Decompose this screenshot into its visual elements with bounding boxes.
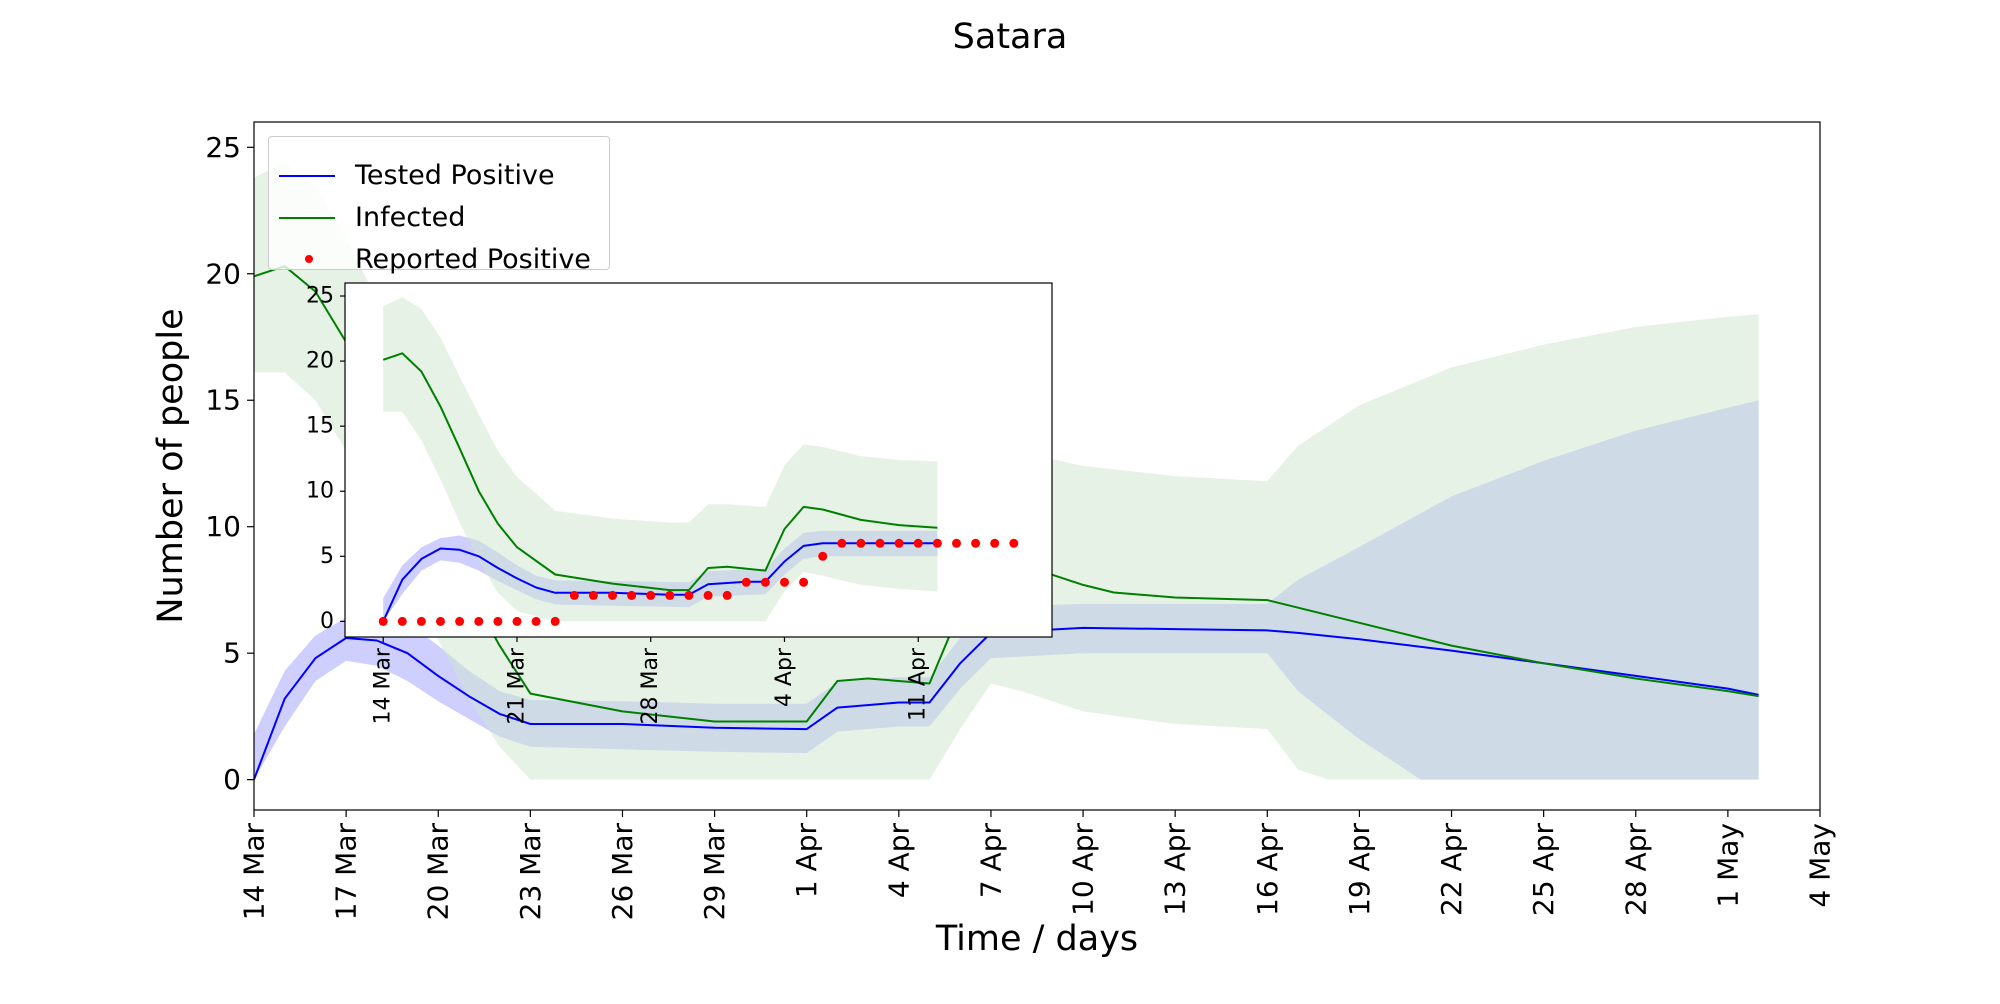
- legend-swatch-line: [279, 155, 335, 195]
- inset-point-reported-positive: [722, 590, 732, 600]
- legend-line-infected: [279, 217, 335, 219]
- inset-point-reported-positive: [397, 616, 407, 626]
- inset-axes-frame: [344, 282, 1053, 638]
- inset-point-reported-positive: [646, 590, 656, 600]
- main-x-tick-label: 20 Mar: [422, 823, 455, 921]
- inset-point-reported-positive: [684, 590, 694, 600]
- inset-plot-group: 0 5 10 15 20 25 14 Mar 21 Mar 28 Mar 4 Apr 11 Apr: [306, 282, 1053, 725]
- inset-point-reported-positive: [493, 616, 503, 626]
- inset-point-reported-positive: [588, 590, 598, 600]
- inset-x-tick-label: 11 Apr: [906, 647, 931, 721]
- main-x-tick-label: 16 Apr: [1251, 823, 1284, 916]
- inset-x-tick-label: 28 Mar: [638, 647, 663, 724]
- main-y-tick-label: 0: [223, 763, 241, 796]
- main-x-tick-label: 29 Mar: [698, 823, 731, 921]
- inset-y-tick-label: 25: [306, 284, 334, 309]
- main-x-tick-label: 4 Apr: [882, 823, 915, 899]
- legend-label: Reported Positive: [355, 243, 591, 275]
- inset-point-reported-positive: [913, 538, 923, 548]
- inset-point-reported-positive: [569, 590, 579, 600]
- inset-point-reported-positive: [627, 590, 637, 600]
- main-x-tick-label: 4 May: [1804, 823, 1837, 908]
- inset-line-infected: [382, 352, 938, 592]
- main-x-tick-label: 13 Apr: [1159, 823, 1192, 916]
- inset-point-reported-positive: [818, 551, 828, 561]
- main-line-tested-positive: [253, 626, 1759, 780]
- main-axes-frame: [253, 121, 1821, 811]
- inset-point-reported-positive: [550, 616, 560, 626]
- inset-x-tick-label: 14 Mar: [371, 647, 396, 724]
- main-x-tick-label: 25 Apr: [1527, 823, 1560, 916]
- inset-x-tick-label: 4 Apr: [772, 647, 797, 707]
- main-x-tick-label: 10 Apr: [1067, 823, 1100, 916]
- inset-point-reported-positive: [780, 577, 789, 587]
- inset-point-reported-positive: [608, 590, 617, 600]
- legend-item-infected: Infected: [269, 197, 465, 237]
- inset-point-reported-positive: [894, 538, 904, 548]
- main-x-tick-label: 28 Apr: [1619, 823, 1652, 916]
- inset-point-reported-positive: [990, 538, 1000, 548]
- inset-point-reported-positive: [856, 538, 866, 548]
- main-y-tick-label: 10: [205, 510, 241, 543]
- main-x-tick-label: 7 Apr: [974, 823, 1007, 899]
- inset-point-reported-positive: [760, 577, 770, 587]
- legend: Tested Positive Infected Reported Positi…: [268, 136, 610, 275]
- legend-item-tested-positive: Tested Positive: [269, 155, 555, 195]
- inset-point-reported-positive: [952, 538, 961, 548]
- inset-y-tick-label: 5: [320, 544, 334, 569]
- legend-swatch-dot: [279, 239, 335, 279]
- y-axis-label: Number of people: [151, 308, 191, 623]
- main-y-tick-label: 15: [205, 384, 241, 417]
- chart-title: Satara: [953, 17, 1068, 57]
- main-x-tick-label: 14 Mar: [238, 823, 271, 921]
- main-x-tick-label: 23 Mar: [514, 823, 547, 921]
- inset-point-reported-positive: [378, 616, 388, 626]
- inset-point-reported-positive: [455, 616, 465, 626]
- inset-point-reported-positive: [474, 616, 484, 626]
- legend-swatch-line: [279, 197, 335, 237]
- inset-point-reported-positive: [531, 616, 541, 626]
- inset-point-reported-positive: [799, 577, 809, 587]
- main-x-tick-label: 1 Apr: [790, 823, 823, 899]
- inset-y-tick-label: 20: [306, 349, 334, 374]
- main-y-tick-label: 20: [205, 257, 241, 290]
- inset-point-reported-positive: [665, 590, 675, 600]
- inset-point-reported-positive: [703, 590, 713, 600]
- inset-x-tick-label: 21 Mar: [504, 647, 529, 724]
- inset-point-reported-positive: [971, 538, 981, 548]
- inset-point-reported-positive: [1009, 538, 1019, 548]
- inset-y-tick-label: 10: [306, 479, 334, 504]
- legend-label: Infected: [355, 201, 466, 233]
- main-y-tick-label: 25: [205, 131, 241, 164]
- inset-y-tick-label: 0: [320, 609, 334, 634]
- main-x-tick-label: 1 May: [1711, 823, 1744, 908]
- inset-point-reported-positive: [741, 577, 751, 587]
- inset-y-tick-label: 15: [306, 414, 334, 439]
- inset-point-reported-positive: [837, 538, 847, 548]
- inset-point-reported-positive: [875, 538, 885, 548]
- legend-line-tested-positive: [279, 175, 335, 177]
- main-y-tick-label: 5: [223, 637, 241, 670]
- inset-point-reported-positive: [416, 616, 426, 626]
- inset-point-reported-positive: [932, 538, 942, 548]
- legend-dot-reported-positive: [305, 255, 313, 263]
- inset-point-reported-positive: [512, 616, 522, 626]
- inset-band-infected: [383, 297, 938, 622]
- legend-item-reported-positive: Reported Positive: [269, 239, 591, 279]
- main-x-tick-label: 19 Apr: [1343, 823, 1376, 916]
- x-axis-label: Time / days: [935, 919, 1138, 959]
- legend-label: Tested Positive: [355, 159, 555, 191]
- inset-point-reported-positive: [436, 616, 445, 626]
- main-x-tick-label: 22 Apr: [1435, 823, 1468, 916]
- main-x-tick-label: 17 Mar: [330, 823, 363, 921]
- main-x-tick-label: 26 Mar: [606, 823, 639, 921]
